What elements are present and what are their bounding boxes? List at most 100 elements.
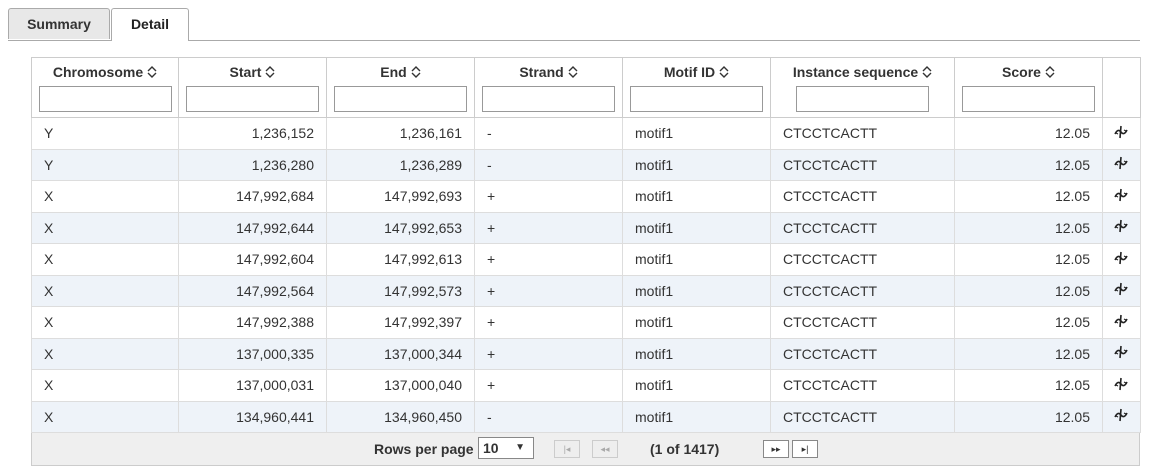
table-row[interactable]: X 147,992,604 147,992,613 + motif1 CTCCTCACTT…	[31, 243, 1141, 276]
table-cell: CTCCTCACTT	[770, 243, 955, 276]
table-cell: CTCCTCACTT	[770, 306, 955, 339]
prev-page-button[interactable]: ◂◂	[592, 440, 618, 458]
table-cell: 12.05	[954, 337, 1103, 370]
column-filter[interactable]	[186, 86, 319, 112]
action-cell	[1102, 180, 1141, 213]
table-cell: CTCCTCACTT	[770, 148, 955, 181]
column-header[interactable]: Motif ID	[622, 57, 771, 118]
table-cell: motif1	[622, 306, 771, 339]
sort-icon[interactable]	[1045, 66, 1055, 78]
dna-icon[interactable]	[1113, 281, 1129, 297]
dropdown-arrow: ▼	[515, 442, 525, 453]
table-cell: X	[31, 306, 179, 339]
dna-icon[interactable]	[1113, 218, 1129, 234]
table-cell: 1,236,289	[326, 148, 475, 181]
column-header[interactable]: Chromosome	[31, 57, 179, 118]
dna-icon[interactable]	[1113, 187, 1129, 203]
action-cell	[1102, 148, 1141, 181]
table-cell: 147,992,693	[326, 180, 475, 213]
table-cell: +	[474, 337, 623, 370]
action-cell	[1102, 117, 1141, 150]
table-cell: CTCCTCACTT	[770, 369, 955, 402]
first-page-button[interactable]: |◂	[554, 440, 580, 458]
table-cell: CTCCTCACTT	[770, 117, 955, 150]
table-cell: +	[474, 306, 623, 339]
table-cell: 137,000,344	[326, 337, 475, 370]
table-row[interactable]: X 137,000,335 137,000,344 + motif1 CTCCTCACTT…	[31, 337, 1141, 370]
table-row[interactable]: X 134,960,441 134,960,450- motif1 CTCCTCACTT…	[31, 400, 1141, 433]
page-size-select[interactable]: 10 ▼	[478, 437, 534, 459]
column-filter[interactable]	[482, 86, 615, 112]
table-cell: 137,000,031	[178, 369, 327, 402]
table-cell: 134,960,450	[326, 400, 475, 433]
table-cell: 12.05	[954, 400, 1103, 433]
table-row[interactable]: Y 1,236,152 1,236,161- motif1 CTCCTCACTT 12.0…	[31, 117, 1141, 150]
column-title: Chromosome	[52, 64, 144, 80]
column-filter[interactable]	[962, 86, 1095, 112]
dna-icon[interactable]	[1113, 313, 1129, 329]
table-cell: -	[474, 117, 623, 150]
table-cell: X	[31, 274, 179, 307]
table-cell: 147,992,644	[178, 211, 327, 244]
sort-icon[interactable]	[568, 66, 578, 78]
last-page-button[interactable]: ▸|	[792, 440, 818, 458]
column-title: Start	[229, 64, 262, 80]
table-cell: 147,992,564	[178, 274, 327, 307]
sort-icon[interactable]	[922, 66, 932, 78]
table-cell: X	[31, 337, 179, 370]
sort-icon[interactable]	[411, 66, 421, 78]
table-row[interactable]: X 147,992,388 147,992,397 + motif1 CTCCTCACTT…	[31, 306, 1141, 339]
dna-icon[interactable]	[1113, 376, 1129, 392]
table-cell: +	[474, 211, 623, 244]
table-cell: CTCCTCACTT	[770, 211, 955, 244]
action-cell	[1102, 274, 1141, 307]
table-cell: 147,992,613	[326, 243, 475, 276]
table-cell: 12.05	[954, 211, 1103, 244]
page-size: 10	[483, 440, 499, 456]
tab[interactable]: Summary	[8, 8, 110, 39]
tab-active[interactable]: Detail	[111, 8, 189, 41]
table-row[interactable]: X 137,000,031 137,000,040 + motif1 CTCCTCACTT…	[31, 369, 1141, 402]
column-filter[interactable]	[334, 86, 467, 112]
column-header[interactable]: End	[326, 57, 475, 118]
column-header[interactable]: Start	[178, 57, 327, 118]
column-header[interactable]: Instance sequence	[770, 57, 955, 118]
table-cell: +	[474, 243, 623, 276]
table-row[interactable]: Y 1,236,280 1,236,289- motif1 CTCCTCACTT 12.0…	[31, 148, 1141, 181]
next-page-button[interactable]: ▸▸	[763, 440, 789, 458]
table-row[interactable]: X 147,992,644 147,992,653 + motif1 CTCCTCACTT…	[31, 211, 1141, 244]
dna-icon[interactable]	[1113, 344, 1129, 360]
action-cell	[1102, 337, 1141, 370]
table-cell: 147,992,397	[326, 306, 475, 339]
dna-icon[interactable]	[1113, 124, 1129, 140]
dna-icon[interactable]	[1113, 155, 1129, 171]
column-filter[interactable]	[38, 86, 172, 112]
table-cell: +	[474, 180, 623, 213]
data-table: Chromosome Start End Strand Motif ID Instance…	[31, 57, 1141, 433]
table-row[interactable]: X 147,992,684 147,992,693 + motif1 CTCCTCACTT…	[31, 180, 1141, 213]
table-cell: X	[31, 180, 179, 213]
column-filter[interactable]	[796, 86, 929, 112]
table-cell: +	[474, 274, 623, 307]
table-cell: motif1	[622, 274, 771, 307]
table-cell: 147,992,604	[178, 243, 327, 276]
action-cell	[1102, 211, 1141, 244]
dna-icon[interactable]	[1113, 407, 1129, 423]
table-row[interactable]: X 147,992,564 147,992,573 + motif1 CTCCTCACTT…	[31, 274, 1141, 307]
sort-icon[interactable]	[719, 66, 729, 78]
sort-icon[interactable]	[147, 66, 157, 78]
table-cell: motif1	[622, 180, 771, 213]
table-cell: motif1	[622, 400, 771, 433]
page-info: (1 of 1417)	[650, 441, 720, 457]
dna-icon[interactable]	[1113, 250, 1129, 266]
column-header[interactable]: Strand	[474, 57, 623, 118]
table-cell: -	[474, 400, 623, 433]
column-header[interactable]: Score	[954, 57, 1103, 118]
table-cell: 1,236,152	[178, 117, 327, 150]
column-filter[interactable]	[630, 86, 763, 112]
table-cell: motif1	[622, 243, 771, 276]
sort-icon[interactable]	[265, 66, 275, 78]
table-cell: X	[31, 243, 179, 276]
table-cell: X	[31, 369, 179, 402]
